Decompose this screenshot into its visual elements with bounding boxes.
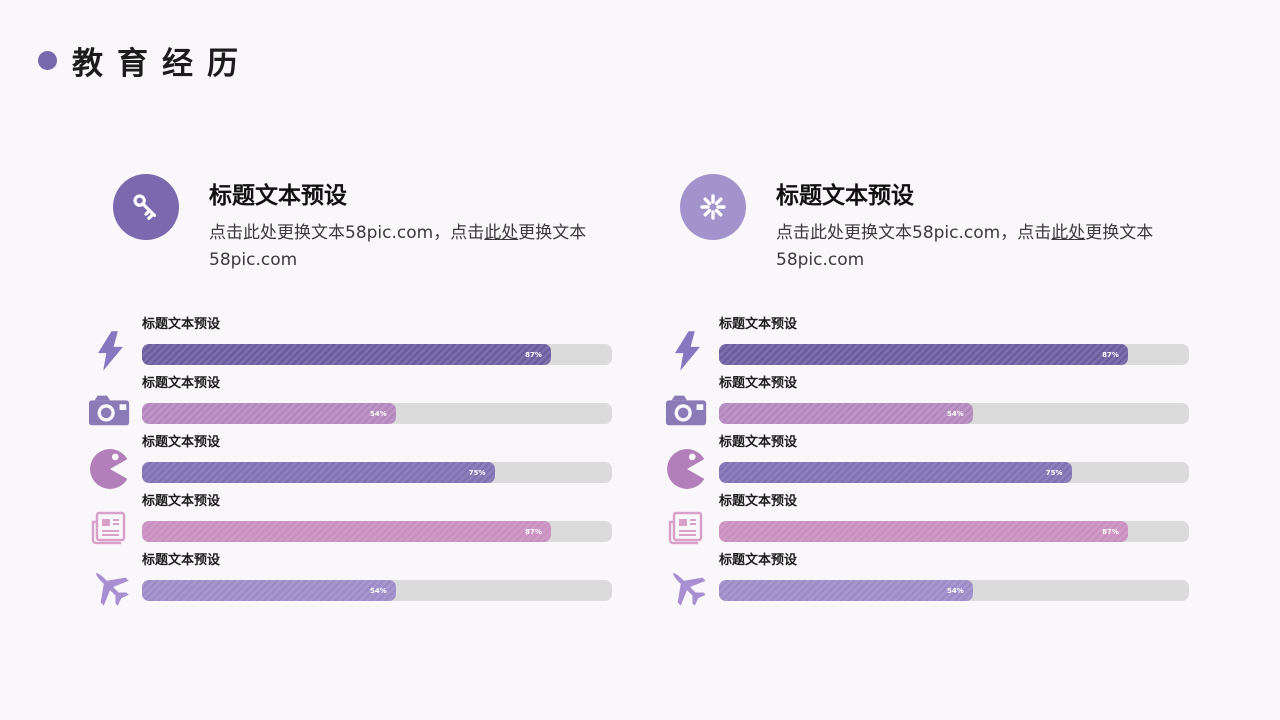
title-bullet-icon (38, 51, 57, 70)
progress-fill: 87% (719, 521, 1128, 542)
header-circle (680, 174, 746, 240)
bar-label: 标题文本预设 (142, 494, 221, 509)
progress-percent: 87% (525, 527, 542, 536)
progress-row-main: 标题文本预设 75% (142, 435, 612, 483)
progress-row: 标题文本预设 54% (665, 553, 1189, 606)
progress-fill: 87% (142, 521, 551, 542)
spinner-icon (700, 194, 726, 220)
lightning-icon (665, 331, 709, 371)
progress-fill: 75% (142, 462, 495, 483)
progress-track: 87% (719, 521, 1189, 542)
bar-label: 标题文本预设 (719, 553, 798, 568)
column-left: 标题文本预设 点击此处更换文本58pic.com，点击此处更换文本58pic.c… (88, 174, 618, 606)
progress-percent: 54% (370, 586, 387, 595)
progress-row: 标题文本预设 87% (88, 494, 612, 545)
progress-percent: 87% (1102, 527, 1119, 536)
newspaper-icon (88, 508, 132, 548)
newspaper-icon (665, 508, 709, 548)
desc-text: 更换文本58pic.com (209, 223, 587, 270)
pacman-icon (665, 449, 709, 489)
progress-row: 标题文本预设 87% (665, 494, 1189, 545)
progress-track: 54% (719, 403, 1189, 424)
bars-group: 标题文本预设 87% 标题文本预设 54% (88, 317, 612, 612)
lightning-icon (88, 331, 132, 371)
progress-fill: 87% (142, 344, 551, 365)
column-right: 标题文本预设 点击此处更换文本58pic.com，点击此处更换文本58pic.c… (665, 174, 1195, 606)
bar-label: 标题文本预设 (142, 553, 221, 568)
bar-label: 标题文本预设 (719, 376, 798, 391)
progress-row-main: 标题文本预设 87% (719, 494, 1189, 542)
page-header: 教育经历 (38, 38, 252, 83)
progress-row: 标题文本预设 75% (665, 435, 1189, 489)
progress-fill: 87% (719, 344, 1128, 365)
progress-row: 标题文本预设 54% (88, 553, 612, 606)
desc-text: 点击此处更换文本58pic.com，点击 (209, 223, 485, 243)
progress-row-main: 标题文本预设 54% (719, 376, 1189, 424)
progress-track: 54% (142, 580, 612, 601)
progress-track: 54% (142, 403, 612, 424)
progress-percent: 54% (370, 409, 387, 418)
progress-track: 87% (142, 521, 612, 542)
progress-fill: 75% (719, 462, 1072, 483)
progress-row-main: 标题文本预设 87% (719, 317, 1189, 365)
progress-row: 标题文本预设 87% (88, 317, 612, 371)
bar-label: 标题文本预设 (142, 435, 221, 450)
desc-text: 点击此处更换文本58pic.com，点击 (776, 223, 1052, 243)
progress-track: 54% (719, 580, 1189, 601)
progress-row-main: 标题文本预设 87% (142, 317, 612, 365)
progress-percent: 75% (468, 468, 486, 477)
plane-icon (88, 567, 132, 607)
header-title: 标题文本预设 (776, 183, 914, 209)
camera-icon (665, 390, 709, 430)
progress-percent: 87% (525, 350, 542, 359)
header-text: 标题文本预设 点击此处更换文本58pic.com，点击此处更换文本58pic.c… (776, 174, 1180, 274)
progress-track: 75% (142, 462, 612, 483)
progress-row-main: 标题文本预设 87% (142, 494, 612, 542)
bar-label: 标题文本预设 (719, 317, 798, 332)
progress-fill: 54% (142, 403, 396, 424)
progress-row-main: 标题文本预设 54% (142, 376, 612, 424)
progress-percent: 54% (947, 409, 964, 418)
desc-text: 更换文本58pic.com (776, 223, 1154, 270)
bar-label: 标题文本预设 (719, 494, 798, 509)
column-header: 标题文本预设 点击此处更换文本58pic.com，点击此处更换文本58pic.c… (113, 174, 618, 274)
column-header: 标题文本预设 点击此处更换文本58pic.com，点击此处更换文本58pic.c… (680, 174, 1195, 274)
desc-underlined-text: 此处 (484, 223, 519, 243)
camera-icon (88, 390, 132, 430)
header-text: 标题文本预设 点击此处更换文本58pic.com，点击此处更换文本58pic.c… (209, 174, 613, 274)
progress-row: 标题文本预设 54% (665, 376, 1189, 426)
progress-row-main: 标题文本预设 75% (719, 435, 1189, 483)
header-desc: 点击此处更换文本58pic.com，点击此处更换文本58pic.com (776, 220, 1180, 274)
progress-track: 87% (142, 344, 612, 365)
progress-fill: 54% (719, 403, 973, 424)
progress-row: 标题文本预设 54% (88, 376, 612, 426)
bars-group: 标题文本预设 87% 标题文本预设 54% (665, 317, 1189, 612)
desc-underlined-text: 此处 (1051, 223, 1086, 243)
plane-icon (665, 567, 709, 607)
bar-label: 标题文本预设 (142, 376, 221, 391)
progress-row: 标题文本预设 75% (88, 435, 612, 489)
progress-fill: 54% (719, 580, 973, 601)
bar-label: 标题文本预设 (142, 317, 221, 332)
progress-fill: 54% (142, 580, 396, 601)
header-circle (113, 174, 179, 240)
progress-row-main: 标题文本预设 54% (142, 553, 612, 601)
progress-row-main: 标题文本预设 54% (719, 553, 1189, 601)
key-icon (133, 194, 157, 220)
bar-label: 标题文本预设 (719, 435, 798, 450)
header-title: 标题文本预设 (209, 183, 347, 209)
progress-track: 75% (719, 462, 1189, 483)
progress-row: 标题文本预设 87% (665, 317, 1189, 371)
page-title: 教育经历 (72, 46, 252, 82)
progress-percent: 87% (1102, 350, 1119, 359)
progress-percent: 54% (947, 586, 964, 595)
header-desc: 点击此处更换文本58pic.com，点击此处更换文本58pic.com (209, 220, 613, 274)
pacman-icon (88, 449, 132, 489)
progress-percent: 75% (1045, 468, 1063, 477)
progress-track: 87% (719, 344, 1189, 365)
